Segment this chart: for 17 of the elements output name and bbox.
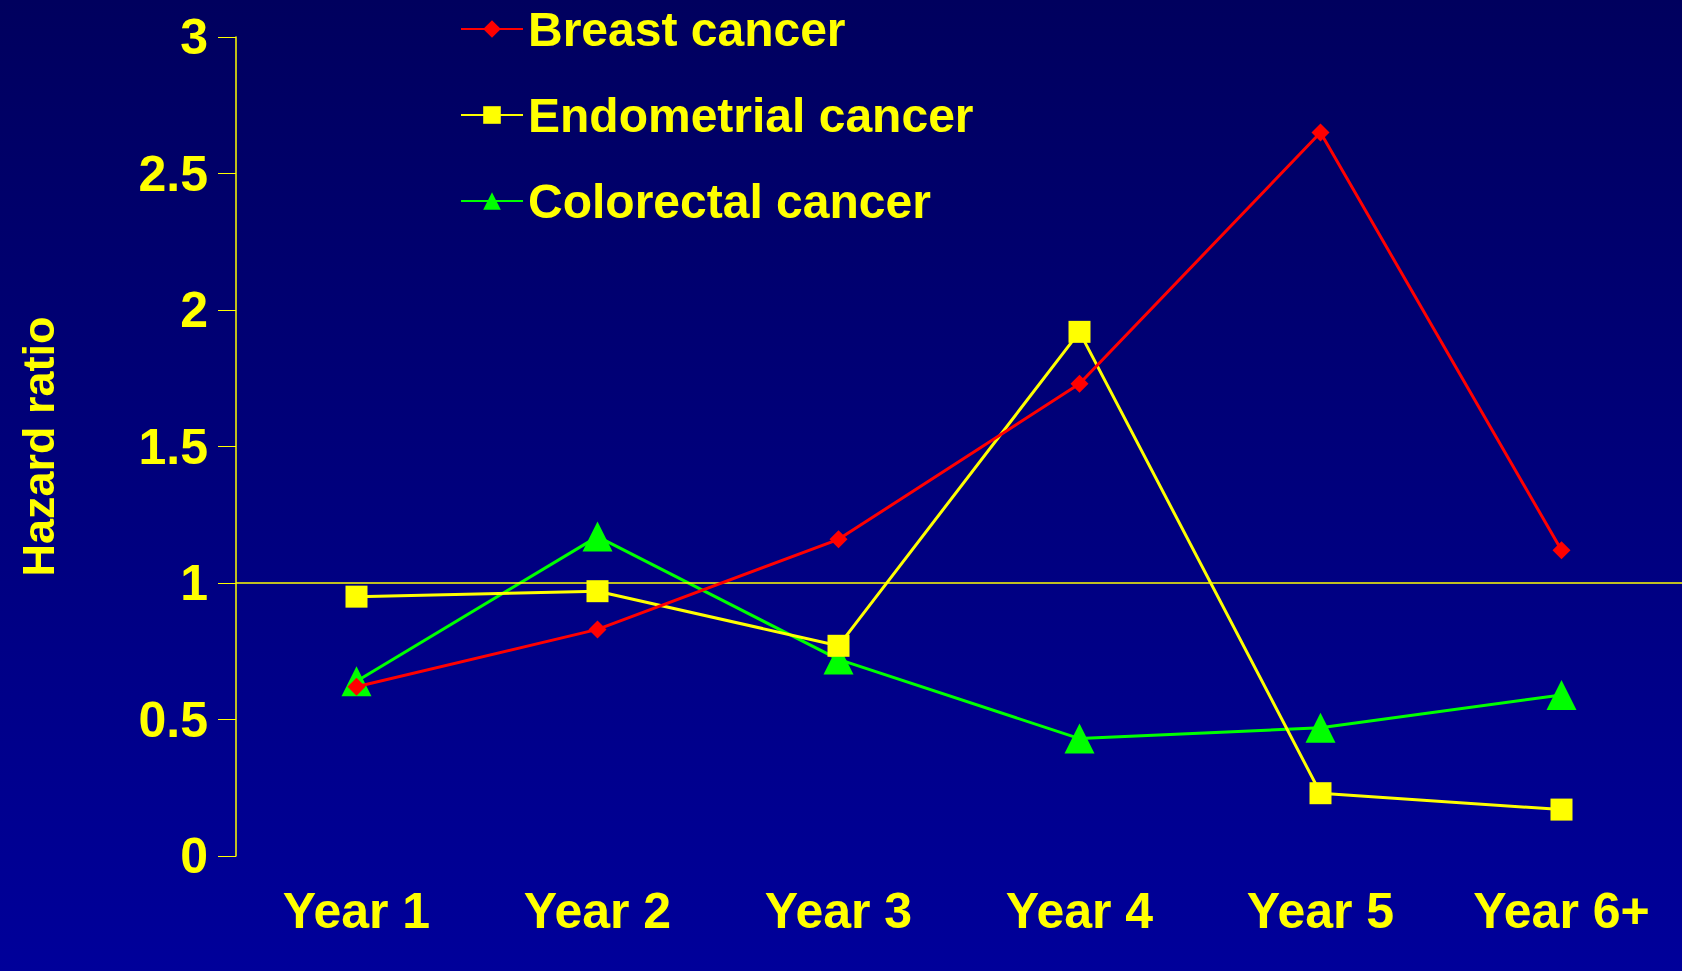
y-tick-label: 3 (180, 9, 208, 65)
x-tick-label: Year 1 (282, 883, 431, 939)
x-tick-label: Year 6+ (1473, 883, 1650, 939)
x-tick-label: Year 3 (764, 883, 913, 939)
x-tick-label: Year 2 (523, 883, 672, 939)
legend-label: Breast cancer (528, 2, 846, 56)
y-tick-label: 2.5 (138, 145, 208, 202)
legend-label: Colorectal cancer (528, 174, 931, 228)
x-tick-label: Year 5 (1246, 883, 1395, 939)
y-tick-label: 1 (180, 555, 208, 611)
y-axis-title: Hazard ratio (13, 316, 64, 577)
x-tick-label: Year 4 (1005, 883, 1154, 939)
y-tick-label: 0 (180, 828, 208, 884)
legend-label: Endometrial cancer (528, 88, 974, 142)
y-tick-label: 0.5 (138, 691, 208, 748)
y-tick-label: 2 (180, 282, 208, 338)
y-tick-label: 1.5 (138, 418, 208, 475)
